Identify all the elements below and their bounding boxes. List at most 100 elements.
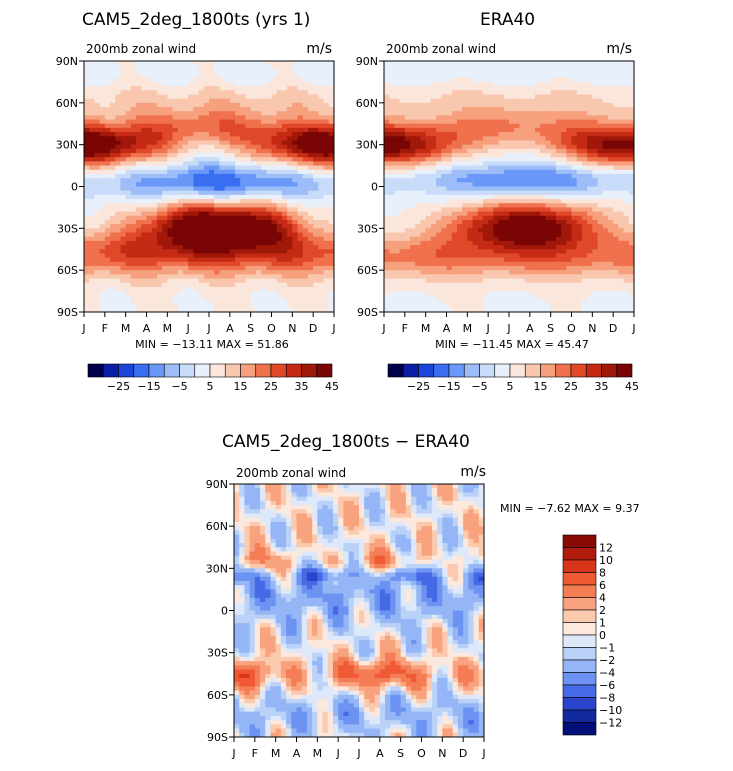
heat-cell	[240, 253, 246, 258]
heat-cell	[240, 291, 246, 296]
heat-cell	[245, 283, 251, 288]
heat-cell	[473, 153, 479, 158]
heat-cell	[566, 94, 572, 99]
heat-cell	[183, 291, 189, 296]
heat-cell	[89, 74, 95, 79]
heat-cell	[277, 115, 283, 120]
heat-cell	[235, 262, 241, 267]
heat-cell	[545, 111, 551, 116]
heat-cell	[204, 195, 210, 200]
heat-cell	[147, 224, 153, 229]
heat-cell	[624, 212, 630, 217]
heat-cell	[624, 216, 630, 221]
heat-cell	[256, 304, 262, 309]
heat-cell	[431, 132, 437, 137]
heat-cell	[115, 140, 121, 145]
heat-cell	[214, 120, 220, 125]
heat-cell	[598, 78, 604, 83]
heat-cell	[230, 120, 236, 125]
heat-cell	[277, 157, 283, 162]
heat-cell	[178, 203, 184, 208]
heat-cell	[287, 295, 293, 300]
heat-cell	[147, 262, 153, 267]
heat-cell	[235, 178, 241, 183]
heat-cell	[420, 132, 426, 137]
heat-cell	[608, 86, 614, 91]
heat-cell	[136, 233, 142, 238]
heat-cell	[105, 61, 111, 66]
heat-cell	[199, 199, 205, 204]
heat-cell	[287, 124, 293, 129]
heat-cell	[256, 107, 262, 112]
heat-cell	[188, 157, 194, 162]
heat-cell	[105, 178, 111, 183]
heat-cell	[572, 115, 578, 120]
heat-cell	[245, 157, 251, 162]
heat-cell	[188, 124, 194, 129]
heat-cell	[256, 124, 262, 129]
heat-cell	[120, 111, 126, 116]
heat-cell	[426, 120, 432, 125]
heat-cell	[303, 140, 309, 145]
heat-cell	[551, 166, 557, 171]
heat-cell	[245, 187, 251, 192]
heat-cell	[251, 145, 257, 150]
heat-cell	[256, 170, 262, 175]
heat-cell	[230, 145, 236, 150]
heat-cell	[473, 65, 479, 70]
heat-cell	[493, 74, 499, 79]
heat-cell	[400, 120, 406, 125]
heat-cell	[173, 166, 179, 171]
heat-cell	[105, 86, 111, 91]
heat-cell	[173, 103, 179, 108]
heat-cell	[473, 124, 479, 129]
heat-cell	[230, 220, 236, 225]
heat-cell	[530, 115, 536, 120]
heat-cell	[251, 237, 257, 242]
heat-cell	[277, 74, 283, 79]
heat-cell	[303, 136, 309, 141]
heat-cell	[509, 74, 515, 79]
heat-cell	[84, 191, 90, 196]
heat-cell	[577, 228, 583, 233]
heat-cell	[94, 103, 100, 108]
heat-cell	[261, 182, 267, 187]
heat-cell	[157, 157, 163, 162]
heat-cell	[504, 216, 510, 221]
heat-cell	[204, 115, 210, 120]
heat-cell	[105, 279, 111, 284]
heat-cell	[94, 191, 100, 196]
heat-cell	[493, 182, 499, 187]
heat-cell	[272, 78, 278, 83]
heat-cell	[141, 274, 147, 279]
heat-cell	[193, 99, 199, 104]
heat-cell	[292, 94, 298, 99]
heat-cell	[582, 153, 588, 158]
heat-cell	[452, 132, 458, 137]
heat-cell	[131, 270, 137, 275]
heat-cell	[245, 90, 251, 95]
heat-cell	[298, 136, 304, 141]
heat-cell	[592, 115, 598, 120]
heat-cell	[608, 216, 614, 221]
heat-cell	[199, 132, 205, 137]
heat-cell	[499, 199, 505, 204]
heat-cell	[277, 224, 283, 229]
heat-cell	[551, 107, 557, 112]
heat-cell	[384, 149, 390, 154]
heat-cell	[499, 220, 505, 225]
heat-cell	[136, 120, 142, 125]
heat-cell	[525, 203, 531, 208]
heat-cell	[394, 195, 400, 200]
heat-cell	[136, 299, 142, 304]
heat-cell	[426, 145, 432, 150]
heat-cell	[467, 82, 473, 87]
heat-cell	[509, 195, 515, 200]
heat-cell	[110, 174, 116, 179]
heat-cell	[110, 120, 116, 125]
heat-cell	[426, 86, 432, 91]
heat-cell	[473, 161, 479, 166]
heat-cell	[540, 115, 546, 120]
heat-cell	[89, 120, 95, 125]
heat-cell	[136, 140, 142, 145]
